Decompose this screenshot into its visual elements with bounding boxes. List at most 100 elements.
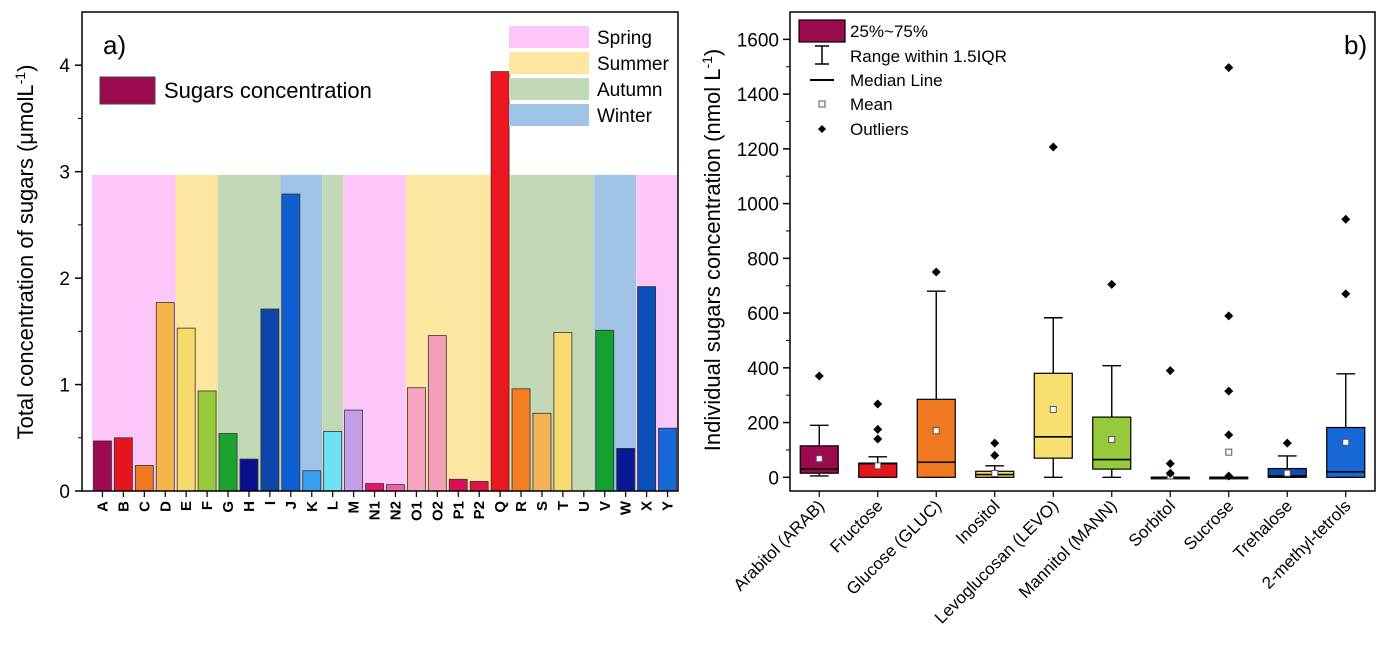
bar	[218, 433, 238, 492]
bar	[386, 484, 405, 492]
bar	[155, 302, 175, 492]
season-legend-swatch	[509, 78, 589, 100]
box-plot	[799, 371, 839, 477]
bar	[616, 448, 636, 492]
y-tick-label: 1600	[737, 30, 779, 51]
legend-median-label: Median Line	[850, 71, 943, 90]
x-tick-label: C	[136, 501, 153, 512]
x-tick-label: A	[94, 501, 111, 512]
mean-marker	[874, 462, 882, 470]
x-tick-label: H	[241, 501, 258, 512]
x-axis-a: A B C D E F G H I J K L M N1 N2 O1 O2 P1 P2 Q R S T U V W X Y	[94, 491, 677, 521]
outlier-marker	[873, 399, 883, 409]
y-axis-title-a: Total concentration of sugars (μmolL-1)	[12, 65, 38, 440]
x-tick-label: Fructose	[826, 496, 886, 556]
outlier-marker	[990, 450, 1000, 460]
x-tick-label: W	[618, 500, 635, 515]
x-tick-label: Q	[492, 501, 509, 513]
mean-marker	[1108, 436, 1116, 444]
panel-b-chart: 0 200 400 600 800 1000 1200 1400 1600 Arabitol (…	[699, 11, 1376, 627]
x-tick-label: G	[220, 501, 237, 513]
panel-a-chart: 0 1 2 3 4 A B C D E F G H I J K L M N1 N2 O1 O2 P1 P2 Q R S T U V W X Y…	[12, 11, 679, 521]
legend-mean-symbol	[818, 100, 826, 108]
y-tick-label: 2	[59, 269, 70, 290]
x-tick-label: E	[178, 501, 195, 511]
box-legend: 25%~75% Range within 1.5IQR Median Line …	[798, 19, 1007, 139]
legend-label: Sugars concentration	[164, 78, 372, 103]
bar	[427, 335, 447, 492]
bar	[365, 483, 384, 492]
bar	[197, 390, 217, 492]
x-tick-label: K	[304, 501, 321, 512]
mean-marker	[1283, 469, 1291, 477]
y-tick-label: 200	[747, 414, 779, 435]
outlier-marker	[1165, 468, 1175, 478]
outlier-marker	[931, 267, 941, 277]
outlier-marker	[873, 434, 883, 444]
x-tick-label: P2	[471, 501, 488, 519]
y-tick-label: 0	[768, 468, 779, 489]
box-plot	[1267, 438, 1307, 479]
bar	[469, 481, 489, 492]
mean-marker	[815, 455, 823, 463]
plot-frame-a	[81, 11, 679, 492]
y-tick-label: 1200	[737, 140, 779, 161]
bar	[658, 427, 677, 492]
y-tick-label: 1000	[737, 195, 779, 216]
x-tick-label: Y	[660, 501, 677, 511]
outlier-marker	[1224, 386, 1234, 396]
x-tick-label: N1	[367, 501, 384, 520]
panel-label-b: b)	[1344, 30, 1367, 60]
x-tick-label: O2	[429, 501, 446, 521]
plot-frame-b	[789, 11, 1376, 492]
bar	[595, 329, 615, 492]
legend-swatch	[99, 76, 156, 105]
x-tick-label: T	[555, 501, 572, 510]
iqr-box	[1033, 372, 1073, 459]
box-plot	[975, 438, 1015, 479]
season-legend-swatch	[509, 52, 589, 74]
x-tick-label: U	[576, 501, 593, 512]
bar	[490, 71, 510, 492]
outlier-marker	[990, 438, 1000, 448]
bar	[553, 331, 573, 492]
bar	[302, 470, 322, 492]
x-tick-label: R	[513, 501, 530, 512]
box-plot	[1150, 366, 1190, 480]
box-plot	[1092, 279, 1132, 479]
outlier-marker	[1341, 214, 1351, 224]
outlier-marker	[1224, 471, 1234, 481]
box-plot	[1033, 142, 1073, 479]
outlier-marker	[1224, 63, 1234, 73]
outlier-marker	[1048, 142, 1058, 152]
y-axis-title-b: Individual sugars concentration (nmol L-…	[699, 49, 725, 452]
y-tick-label: 400	[747, 359, 779, 380]
legend-whisker-symbol	[815, 45, 829, 65]
x-tick-label: S	[534, 501, 551, 511]
box-series	[799, 63, 1366, 481]
iqr-box	[916, 398, 956, 478]
outlier-marker	[814, 371, 824, 381]
bar	[93, 440, 112, 492]
bar	[637, 286, 657, 492]
bar	[511, 388, 531, 492]
bar	[260, 308, 280, 492]
outlier-marker	[1224, 430, 1234, 440]
legend-sugars-concentration: Sugars concentration	[99, 76, 372, 105]
x-tick-label: D	[157, 501, 174, 512]
outlier-marker	[1107, 279, 1117, 289]
season-legend: Spring Summer Autumn Winter	[509, 26, 669, 127]
bar	[448, 478, 468, 492]
x-tick-label: B	[115, 501, 132, 512]
mean-marker	[932, 427, 940, 435]
x-tick-label: J	[283, 501, 300, 509]
x-tick-label: X	[639, 501, 656, 511]
y-tick-label: 0	[59, 482, 70, 503]
y-axis-b: 0 200 400 600 800 1000 1200 1400 1600	[737, 30, 790, 489]
legend-outlier-symbol	[818, 125, 826, 133]
mean-marker	[1225, 448, 1233, 456]
y-tick-label: 1	[59, 376, 70, 397]
bar	[323, 430, 343, 492]
box-plot	[1209, 63, 1249, 481]
